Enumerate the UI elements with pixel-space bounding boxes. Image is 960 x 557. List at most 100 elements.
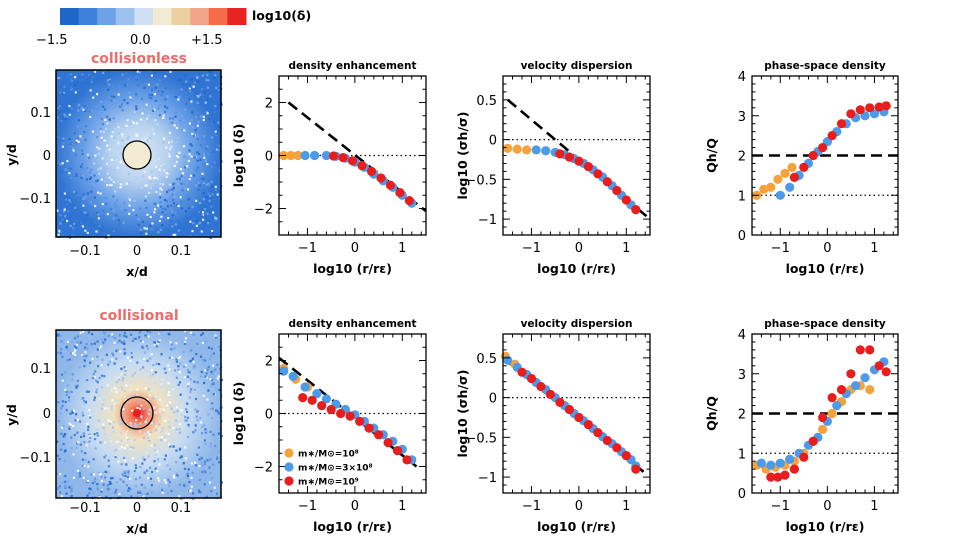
map-xtick: 0.1	[171, 501, 192, 516]
panel-collisionless-velocity-dispersion: velocity dispersion −1 0 1 0.5 0 −0.5 −1 log10 (…	[455, 60, 651, 276]
x-axis-label: log10 (r/rε)	[537, 519, 616, 534]
data-point	[818, 412, 828, 423]
data-point	[621, 195, 631, 205]
panel-title: velocity dispersion	[521, 318, 633, 330]
legend-marker	[284, 448, 294, 458]
data-point	[288, 371, 298, 381]
data-point	[766, 460, 776, 470]
y-tick-label: −0.5	[465, 431, 497, 446]
data-point	[851, 381, 861, 391]
data-point	[545, 389, 556, 399]
x-tick-label: 0	[351, 241, 359, 256]
y-tick-label: 3	[738, 368, 746, 383]
y-axis-label: Qh/Q	[704, 138, 719, 173]
data-point	[612, 443, 622, 453]
data-point	[300, 150, 310, 161]
data-point	[312, 389, 322, 399]
y-tick-label: 0	[738, 229, 746, 244]
data-point	[602, 177, 612, 187]
x-axis-label: log10 (r/rε)	[786, 519, 865, 534]
x-tick-label: 1	[870, 499, 878, 514]
data-point	[307, 395, 317, 405]
y-tick-label: 0	[489, 134, 497, 149]
data-point	[612, 185, 622, 196]
y-tick-label: −1	[478, 213, 497, 228]
data-point	[392, 446, 403, 456]
x-axis-label: log10 (r/rε)	[537, 261, 616, 276]
data-point	[789, 172, 800, 182]
data-point	[541, 146, 551, 156]
data-point	[355, 416, 365, 426]
data-point	[583, 162, 594, 172]
x-tick-label: 0	[575, 499, 583, 514]
data-point	[808, 150, 818, 161]
legend-label: m∗/M⊙=10⁸	[298, 450, 359, 460]
map-ytick: 0	[43, 407, 51, 422]
data-point	[808, 436, 818, 446]
map-xtick: 0.1	[171, 244, 192, 259]
x-tick-label: −1	[771, 499, 790, 514]
panel-collisional-phase-space-density: phase-space density −1 0 1 4 3 2 1 0 log10 (r/rε)…	[704, 318, 899, 534]
data-point	[631, 205, 641, 215]
x-axis-label: log10 (r/rε)	[313, 519, 392, 534]
map-xtick: 0	[133, 244, 141, 259]
panel-title: density enhancement	[288, 60, 416, 72]
data-point	[300, 382, 310, 392]
panel-title: phase-space density	[764, 60, 886, 72]
data-point	[286, 150, 296, 161]
data-point	[531, 145, 541, 155]
map-xlabel: x/d	[126, 264, 148, 279]
map-ytick: 0	[43, 149, 51, 164]
map-xlabel: x/d	[126, 521, 148, 536]
colorbar-tick-mid: 0.0	[130, 33, 151, 48]
data-point	[593, 428, 603, 438]
data-point	[799, 162, 809, 172]
map-ylabel: y/d	[4, 144, 19, 166]
colorbar-tick-max: +1.5	[191, 33, 223, 48]
map-ytick: 0.1	[30, 106, 51, 121]
tidal-radius-circle	[122, 140, 152, 170]
map-xtick: −0.1	[69, 244, 101, 259]
data-point	[522, 145, 532, 155]
x-tick-label: 0	[575, 241, 583, 256]
data-point	[865, 385, 875, 395]
particle-map-collisionless	[55, 69, 223, 240]
y-tick-label: 0	[738, 487, 746, 502]
x-tick-label: 0	[823, 499, 831, 514]
data-point	[321, 394, 331, 404]
colorbar-segment	[97, 8, 117, 25]
data-point	[593, 169, 603, 179]
y-axis-label: log10 (δ)	[231, 124, 246, 188]
colorbar-segment	[134, 8, 154, 25]
data-point	[836, 385, 847, 395]
legend-marker	[284, 462, 294, 472]
data-point	[775, 458, 785, 468]
map-xtick: 0	[133, 501, 141, 516]
colorbar-segment	[60, 8, 80, 25]
colorbar-segment	[171, 8, 191, 25]
colorbar-segment	[153, 8, 173, 25]
data-point	[366, 166, 377, 176]
data-point	[860, 373, 870, 383]
legend-marker	[284, 476, 294, 486]
data-point	[503, 355, 513, 365]
data-point	[293, 150, 303, 161]
y-tick-label: −1	[478, 471, 497, 486]
map-ytick: −0.1	[19, 192, 51, 207]
data-point	[855, 345, 865, 355]
y-tick-label: 2	[265, 97, 273, 112]
y-tick-label: 3	[738, 110, 746, 125]
legend: m∗/M⊙=10⁸ m∗/M⊙=3×10⁸ m∗/M⊙=10⁹	[284, 448, 373, 488]
particle-map-collisional	[55, 329, 224, 501]
y-tick-label: 0	[489, 392, 497, 407]
data-point	[574, 412, 584, 423]
data-point	[395, 188, 405, 198]
colorbar: log10(δ) −1.5 0.0 +1.5	[36, 8, 311, 48]
data-point	[512, 144, 522, 154]
data-point	[602, 435, 612, 446]
colorbar-label: log10(δ)	[252, 8, 311, 23]
data-point	[874, 102, 884, 112]
data-point	[517, 367, 527, 377]
data-point	[526, 373, 537, 384]
